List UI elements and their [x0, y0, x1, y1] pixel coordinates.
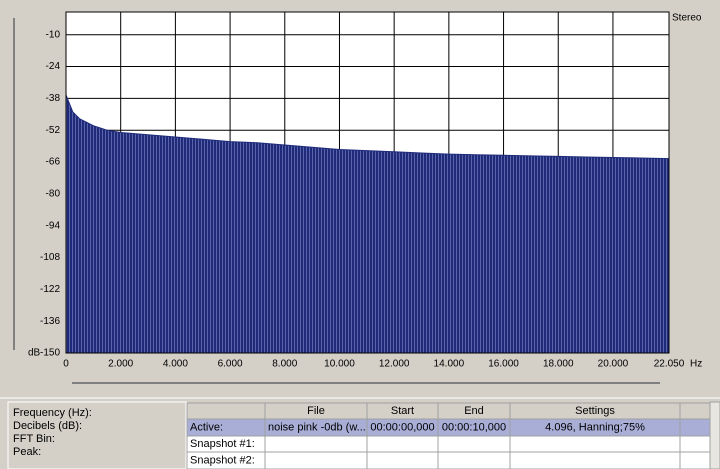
y-tick-label: -150 — [40, 348, 60, 359]
x-tick-label: 12.000 — [379, 359, 410, 370]
y-tick-label: -24 — [46, 61, 61, 72]
x-tick-label: 20.000 — [598, 359, 629, 370]
y-axis-unit: dB — [28, 348, 41, 359]
plot-border — [65, 11, 670, 354]
x-tick-label: 4.000 — [163, 359, 188, 370]
info-label: FFT Bin: — [13, 433, 55, 445]
channel-label: Stereo — [672, 13, 702, 24]
table-cell: 00:00:10,000 — [442, 421, 506, 433]
x-tick-label: 22.050 — [654, 359, 685, 370]
y-tick-label: -38 — [46, 93, 61, 104]
table-cell: 00:00:00,000 — [370, 421, 434, 433]
y-tick-label: -108 — [40, 252, 60, 263]
y-tick-label: -10 — [46, 29, 61, 40]
column-header: File — [307, 405, 325, 417]
info-label: Peak: — [13, 446, 41, 458]
row-label: Active: — [190, 421, 223, 433]
x-tick-label: 10.000 — [324, 359, 355, 370]
info-panel — [7, 401, 187, 469]
y-tick-label: -94 — [46, 220, 61, 231]
active-row-bg — [187, 419, 710, 436]
x-tick-label: 0 — [63, 359, 69, 370]
info-label: Frequency (Hz): — [13, 407, 92, 419]
column-header: Settings — [575, 405, 615, 417]
column-header: Start — [391, 405, 414, 417]
table-cell: noise pink -0db (w... — [268, 421, 366, 433]
scrollbar[interactable] — [709, 401, 720, 469]
x-tick-label: 6.000 — [218, 359, 243, 370]
y-tick-label: -66 — [46, 157, 61, 168]
y-tick-label: -80 — [46, 189, 61, 200]
column-header: End — [464, 405, 484, 417]
row-label: Snapshot #1: — [190, 438, 255, 450]
row-label: Snapshot #2: — [190, 454, 255, 466]
x-tick-label: 16.000 — [488, 359, 519, 370]
y-tick-label: -136 — [40, 316, 60, 327]
x-tick-label: 18.000 — [543, 359, 574, 370]
x-tick-label: 2.000 — [108, 359, 133, 370]
x-axis-unit: Hz — [690, 359, 702, 370]
spectrum-area — [65, 94, 670, 354]
table-header-bg — [187, 403, 710, 419]
info-label: Decibels (dB): — [13, 420, 82, 432]
y-tick-label: -52 — [46, 125, 61, 136]
table-cell: 4.096, Hanning;75% — [545, 421, 645, 433]
y-tick-label: -122 — [40, 284, 60, 295]
x-tick-label: 14.000 — [434, 359, 465, 370]
x-tick-label: 8.000 — [272, 359, 297, 370]
